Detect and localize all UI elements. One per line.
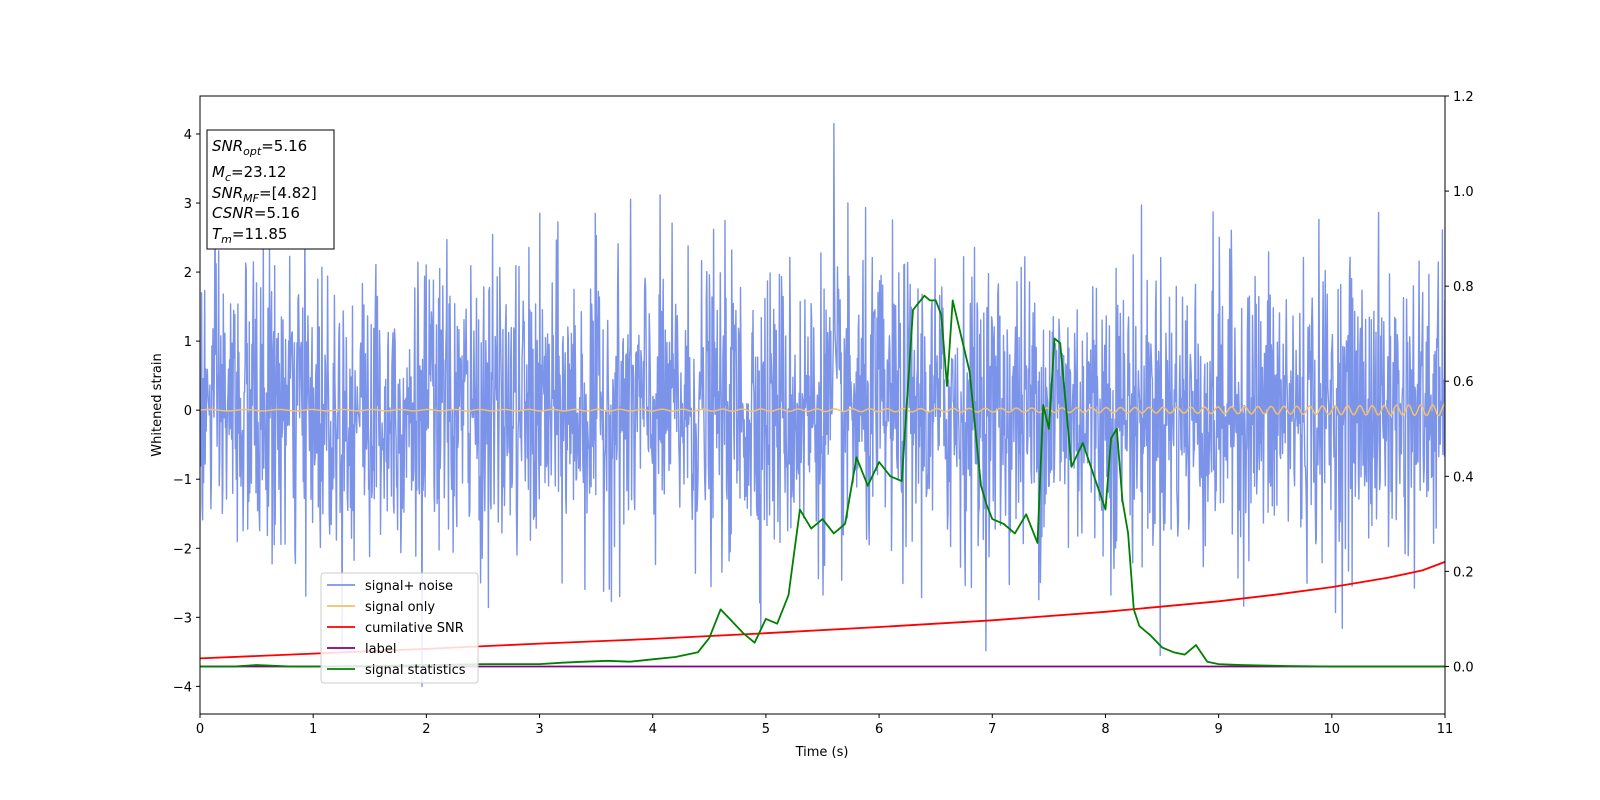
info-snr-mf: SNRMF=[4.82] [212,184,317,205]
signal-only-series [200,403,1445,417]
x-tick-label: 9 [1214,722,1222,737]
signal-noise-series [200,122,1445,688]
x-tick-label: 3 [535,722,543,737]
y-axis-right: 1.2 1.0 0.8 0.6 0.4 0.2 0.0 [1445,90,1474,675]
info-mc: Mc=23.12 [212,163,287,184]
x-tick-label: 1 [309,722,317,737]
legend-label-signal-statistics: signal statistics [365,663,466,678]
legend-frame [320,572,479,684]
info-box: SNRopt=5.16 Mc=23.12 SNRMF=[4.82] CSNR=5… [206,129,335,250]
x-tick-label: 8 [1101,722,1109,737]
y-axis-label: Whitened strain [150,353,165,456]
y-tick-label: −1 [173,473,192,488]
y2-tick-label: 0.2 [1453,565,1474,580]
x-tick-label: 0 [196,722,204,737]
x-axis: 0 1 2 3 4 5 6 7 8 9 10 11 [196,714,1453,737]
y-axis-left: 4 3 2 1 0 −1 −2 −3 −4 [173,128,200,695]
y-tick-label: −4 [173,680,192,695]
x-tick-label: 2 [422,722,430,737]
x-tick-label: 4 [649,722,657,737]
y2-tick-label: 0.6 [1453,375,1474,390]
y2-tick-label: 1.0 [1453,185,1474,200]
y-tick-label: 1 [184,335,192,350]
info-tm: Tm=11.85 [212,225,287,246]
signal-statistics-line [200,294,1445,668]
info-csnr: CSNR=5.16 [212,204,300,222]
plot-frame [199,95,1446,715]
x-tick-label: 11 [1437,722,1454,737]
signal-only-line [200,403,1445,417]
x-tick-label: 5 [762,722,770,737]
legend-label-signal-only: signal only [365,600,435,615]
y-tick-label: −3 [173,611,192,626]
legend-label-signal-noise: signal+ noise [365,579,453,594]
y2-tick-label: 1.2 [1453,90,1474,105]
x-tick-label: 10 [1324,722,1341,737]
y-tick-label: 3 [184,197,192,212]
x-tick-label: 7 [988,722,996,737]
legend: signal+ noise signal only cumilative SNR… [320,572,479,684]
y-tick-label: 2 [184,266,192,281]
y-tick-label: 0 [184,404,192,419]
y2-tick-label: 0.0 [1453,660,1474,675]
y-tick-label: −2 [173,542,192,557]
legend-label-cumulative-snr: cumilative SNR [365,621,464,636]
x-tick-label: 6 [875,722,883,737]
y2-tick-label: 0.8 [1453,280,1474,295]
signal-noise-line [200,122,1445,688]
info-box-frame [206,129,335,250]
y2-tick-label: 0.4 [1453,470,1474,485]
x-axis-label: Time (s) [795,745,849,760]
info-snr-opt: SNRopt=5.16 [212,137,307,158]
legend-label-label: label [365,642,396,657]
y-tick-label: 4 [184,128,192,143]
